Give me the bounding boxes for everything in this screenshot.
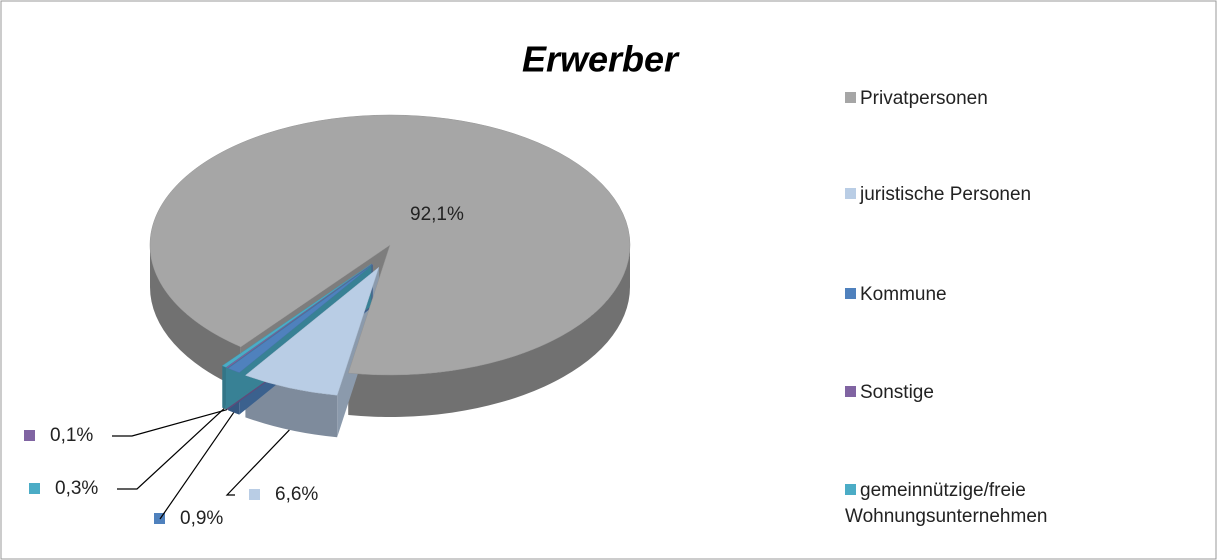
label-marker <box>384 209 395 220</box>
leader-line <box>117 408 225 490</box>
label-marker <box>24 430 35 441</box>
legend-entry: gemeinnützige/freie Wohnungsunternehmen <box>845 478 1105 530</box>
data-label: 0,3% <box>55 478 98 499</box>
legend-label: Privatpersonen <box>860 88 988 109</box>
leader-line <box>225 429 290 496</box>
data-label: 92,1% <box>410 204 464 225</box>
legend-label: gemeinnützige/freie Wohnungsunternehmen <box>845 480 1048 527</box>
label-marker <box>29 483 40 494</box>
legend-swatch <box>845 92 856 103</box>
label-marker <box>249 489 260 500</box>
legend-swatch <box>845 484 856 495</box>
slice <box>244 266 380 396</box>
chart-title: Erwerber <box>522 39 680 80</box>
data-label: 6,6% <box>275 484 318 505</box>
label-marker <box>154 513 165 524</box>
slice-side <box>222 365 226 410</box>
slice <box>149 114 631 376</box>
leader-line <box>112 409 227 437</box>
slice <box>225 263 373 369</box>
legend-entry: Kommune <box>845 282 1105 308</box>
legend-label: Kommune <box>860 284 947 305</box>
leader-line <box>159 412 235 520</box>
legend-label: Sonstige <box>860 382 934 403</box>
legend-label: juristische Personen <box>860 184 1032 205</box>
data-label: 0,9% <box>180 508 223 529</box>
slice-side <box>348 245 630 417</box>
legend-entry: Privatpersonen <box>845 86 1105 112</box>
legend-swatch <box>845 188 856 199</box>
legend-entry: Sonstige <box>845 380 1105 406</box>
legend-swatch <box>845 386 856 397</box>
legend-swatch <box>845 288 856 299</box>
slice <box>221 263 372 368</box>
slice <box>227 264 373 373</box>
pie <box>149 114 631 438</box>
legend-entry: juristische Personen <box>845 182 1105 208</box>
slice-side <box>150 245 241 389</box>
data-label: 0,1% <box>50 425 93 446</box>
